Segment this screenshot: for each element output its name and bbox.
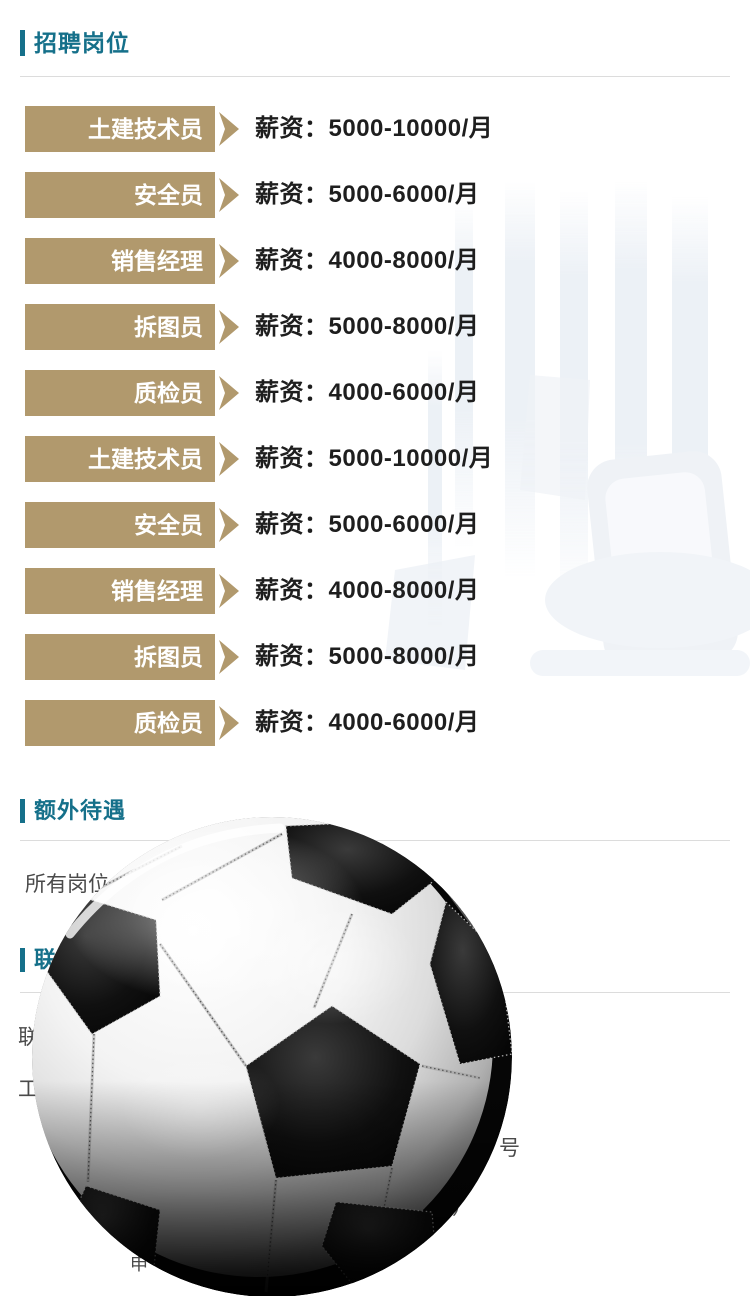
job-salary: 薪资：4000-8000/月 [255,247,480,274]
job-salary: 薪资：5000-10000/月 [255,445,494,472]
job-label: 销售经理 [25,568,215,614]
job-salary: 薪资：5000-8000/月 [255,643,480,670]
arrow-right-icon [219,508,239,542]
job-label: 土建技术员 [25,106,215,152]
page-title: 招聘岗位 [34,30,130,56]
arrow-right-icon [219,244,239,278]
job-label: 安全员 [25,502,215,548]
job-salary: 薪资：4000-8000/月 [255,577,480,604]
section-accent-bar [20,799,25,823]
job-salary: 薪资：4000-6000/月 [255,709,480,736]
job-label: 拆图员 [25,634,215,680]
job-label: 质检员 [25,370,215,416]
arrow-right-icon [219,706,239,740]
arrow-right-icon [219,640,239,674]
arrow-right-icon [219,574,239,608]
job-label: 销售经理 [25,238,215,284]
job-label: 安全员 [25,172,215,218]
arrow-right-icon [219,178,239,212]
contact-fragment: 号 [499,1137,520,1160]
job-salary: 薪资：5000-6000/月 [255,511,480,538]
job-label: 拆图员 [25,304,215,350]
arrow-right-icon [219,376,239,410]
section-accent-bar [20,948,25,972]
arrow-right-icon [219,310,239,344]
arrow-right-icon [219,112,239,146]
divider [20,76,730,77]
job-salary: 薪资：5000-8000/月 [255,313,480,340]
job-label: 土建技术员 [25,436,215,482]
benefits-text: 所有岗位 [25,873,109,896]
section-accent-bar [20,30,25,56]
job-salary: 薪资：5000-6000/月 [255,181,480,208]
job-salary: 薪资：4000-6000/月 [255,379,480,406]
arrow-right-icon [219,442,239,476]
job-salary: 薪资：5000-10000/月 [255,115,494,142]
benefits-title: 额外待遇 [34,798,127,823]
soccer-ball-image [32,817,512,1296]
job-label: 质检员 [25,700,215,746]
